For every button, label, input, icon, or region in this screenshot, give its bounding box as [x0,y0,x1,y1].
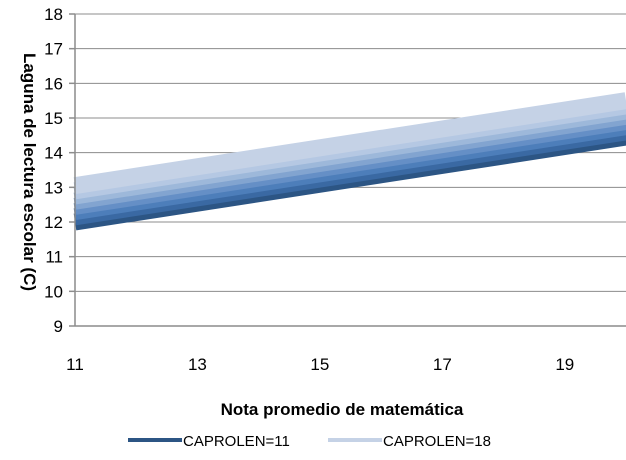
x-tick-label-4: 19 [555,355,574,374]
y-tick-label-2: 11 [45,248,63,267]
legend-label-1: CAPROLEN=18 [383,433,491,450]
x-tick-label-2: 15 [310,355,329,374]
legend-label-0: CAPROLEN=11 [183,433,290,450]
y-tick-labels: 9 10 11 12 13 14 15 16 17 18 [44,5,63,336]
y-tick-label-4: 13 [44,178,63,197]
x-tick-label-0: 11 [66,355,84,374]
x-tick-label-1: 13 [188,355,207,374]
legend: CAPROLEN=11 CAPROLEN=18 [128,433,491,450]
series-line-7 [73,92,626,195]
series-lines [73,92,626,231]
x-tick-label-3: 17 [433,355,452,374]
y-tick-label-9: 18 [44,5,63,24]
y-tick-label-5: 14 [44,144,63,163]
y-axis-title: Laguna de lectura escolar (C) [20,53,39,291]
y-tick-label-3: 12 [44,213,63,232]
x-axis-title: Nota promedio de matemática [221,400,464,419]
y-tick-label-0: 9 [54,317,63,336]
y-tick-label-6: 15 [44,109,63,128]
axes [69,13,626,327]
y-tick-label-1: 10 [44,282,63,301]
x-tick-labels: 11 13 15 17 19 [66,355,574,374]
y-tick-label-7: 16 [44,74,63,93]
y-tick-label-8: 17 [44,40,63,59]
